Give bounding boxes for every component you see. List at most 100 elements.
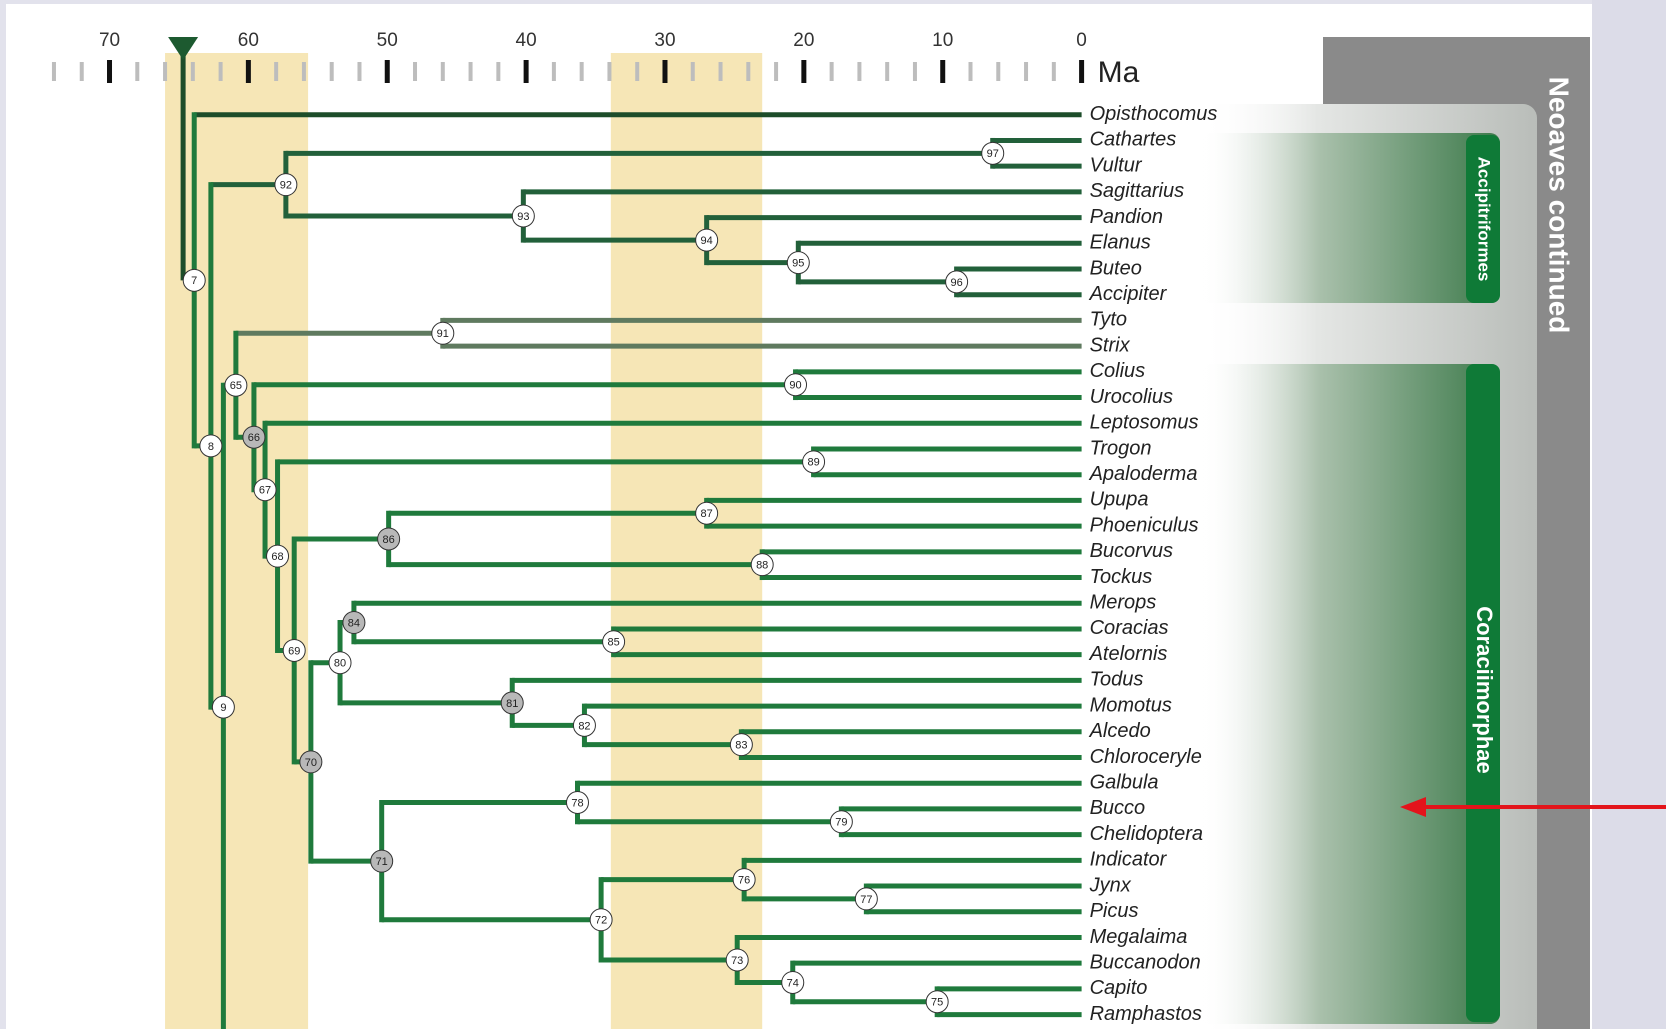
major-tick: [1079, 60, 1084, 83]
minor-tick: [302, 62, 306, 81]
coraciimorphae-box: [1200, 364, 1500, 1024]
node-label: 90: [789, 380, 801, 392]
taxon-name: Strix: [1090, 334, 1131, 356]
minor-tick: [691, 62, 695, 81]
minor-tick: [857, 62, 861, 81]
node-label: 85: [607, 637, 619, 649]
taxon-name: Momotus: [1090, 694, 1172, 716]
node-label: 95: [792, 257, 804, 269]
node-label: 76: [738, 875, 750, 887]
tick-label: 60: [238, 30, 259, 51]
taxon-name: Ramphastos: [1090, 1003, 1202, 1025]
taxon-name: Accipiter: [1089, 283, 1168, 305]
node-label: 97: [987, 148, 999, 160]
taxon-name: Vultur: [1090, 154, 1143, 176]
node-label: 96: [950, 277, 962, 289]
taxon-name: Jynx: [1089, 874, 1132, 896]
taxon-name: Sagittarius: [1090, 180, 1185, 202]
minor-tick: [969, 62, 973, 81]
side-label: Neoaves continued: [1544, 77, 1575, 334]
node-label: 73: [731, 955, 743, 967]
taxon-name: Indicator: [1090, 849, 1168, 871]
taxon-name: Buteo: [1090, 257, 1142, 279]
node-label: 89: [807, 457, 819, 469]
node-label: 82: [578, 720, 590, 732]
node-label: 70: [305, 757, 317, 769]
taxon-name: Trogon: [1090, 437, 1152, 459]
node-label: 69: [288, 645, 300, 657]
minor-tick: [1024, 62, 1028, 81]
minor-tick: [163, 62, 167, 81]
taxon-name: Buccanodon: [1090, 951, 1201, 973]
minor-tick: [607, 62, 611, 81]
taxon-name: Alcedo: [1089, 720, 1151, 742]
node-label: 79: [835, 817, 847, 829]
taxon-name: Tockus: [1090, 566, 1153, 588]
group-label: Coraciimorphae: [1472, 606, 1497, 774]
node-label: 7: [191, 275, 197, 287]
taxon-name: Phoeniculus: [1090, 514, 1199, 536]
taxon-name: Urocolius: [1090, 386, 1173, 408]
taxon-name: Tyto: [1090, 309, 1127, 331]
tick-label: 20: [793, 30, 814, 51]
figure: Accipitriformes Coraciimorphae Neoaves c…: [0, 0, 1666, 1029]
tick-label: 50: [377, 30, 398, 51]
minor-tick: [746, 62, 750, 81]
taxon-name: Leptosomus: [1090, 412, 1199, 434]
taxon-name: Upupa: [1090, 489, 1149, 511]
minor-tick: [580, 62, 584, 81]
node-label: 86: [383, 534, 395, 546]
node-label: 68: [271, 551, 283, 563]
accipitriformes-box: [1200, 133, 1500, 303]
minor-tick: [441, 62, 445, 81]
taxon-name: Chloroceryle: [1090, 746, 1202, 768]
minor-tick: [496, 62, 500, 81]
group-label: Accipitriformes: [1475, 157, 1494, 282]
minor-tick: [830, 62, 834, 81]
node-label: 80: [334, 658, 346, 670]
right-margin: [1592, 0, 1666, 1029]
taxon-name: Todus: [1090, 669, 1144, 691]
node-label: 93: [517, 211, 529, 223]
tick-label: 70: [99, 30, 120, 51]
taxon-name: Merops: [1090, 592, 1157, 614]
node-label: 67: [259, 485, 271, 497]
minor-tick: [635, 62, 639, 81]
node-label: 84: [348, 617, 360, 629]
node-label: 78: [571, 797, 583, 809]
page: {"axis": {"ticks": [70, 60, 50, 40, 30, …: [0, 0, 1666, 1029]
taxon-name: Picus: [1090, 900, 1139, 922]
taxon-name: Chelidoptera: [1090, 823, 1203, 845]
node-label: 91: [437, 328, 449, 340]
node-label: 94: [701, 235, 713, 247]
node-label: 66: [248, 432, 260, 444]
major-tick: [801, 60, 806, 83]
node-label: 92: [280, 180, 292, 192]
taxon-name: Elanus: [1090, 232, 1151, 254]
minor-tick: [996, 62, 1000, 81]
tick-label: 40: [516, 30, 537, 51]
minor-tick: [135, 62, 139, 81]
major-tick: [107, 60, 112, 83]
tick-label: 10: [932, 30, 953, 51]
minor-tick: [469, 62, 473, 81]
tick-label: 0: [1076, 30, 1087, 51]
taxon-name: Capito: [1090, 977, 1148, 999]
taxon-name: Coracias: [1090, 617, 1169, 639]
taxon-name: Cathartes: [1090, 129, 1177, 151]
taxon-name: Colius: [1090, 360, 1146, 382]
axis-unit: Ma: [1098, 56, 1140, 89]
tick-label: 30: [654, 30, 675, 51]
minor-tick: [552, 62, 556, 81]
node-label: 83: [735, 740, 747, 752]
taxon-name: Atelornis: [1089, 643, 1168, 665]
major-tick: [940, 60, 945, 83]
node-label: 65: [230, 380, 242, 392]
taxon-name: Opisthocomus: [1090, 103, 1218, 125]
node-label: 71: [376, 856, 388, 868]
node-label: 72: [595, 915, 607, 927]
minor-tick: [330, 62, 334, 81]
minor-tick: [1052, 62, 1056, 81]
taxon-name: Galbula: [1090, 771, 1159, 793]
minor-tick: [774, 62, 778, 81]
